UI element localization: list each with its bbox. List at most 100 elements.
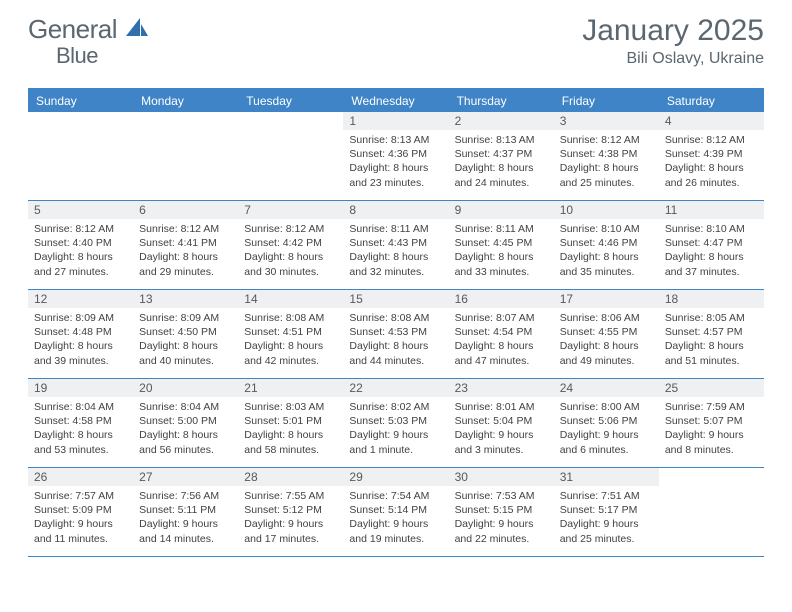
day-number: 27	[133, 468, 238, 486]
day-number: 30	[449, 468, 554, 486]
day-number: 22	[343, 379, 448, 397]
day-details: Sunrise: 8:08 AMSunset: 4:53 PMDaylight:…	[343, 308, 448, 372]
day-number: 29	[343, 468, 448, 486]
day-details: Sunrise: 7:53 AMSunset: 5:15 PMDaylight:…	[449, 486, 554, 550]
header: General Blue January 2025 Bili Oslavy, U…	[0, 0, 792, 80]
day-cell: 20Sunrise: 8:04 AMSunset: 5:00 PMDayligh…	[133, 379, 238, 467]
day-cell: 16Sunrise: 8:07 AMSunset: 4:54 PMDayligh…	[449, 290, 554, 378]
empty-cell	[659, 468, 764, 556]
day-cell: 30Sunrise: 7:53 AMSunset: 5:15 PMDayligh…	[449, 468, 554, 556]
day-number: 18	[659, 290, 764, 308]
day-cell: 9Sunrise: 8:11 AMSunset: 4:45 PMDaylight…	[449, 201, 554, 289]
day-cell: 1Sunrise: 8:13 AMSunset: 4:36 PMDaylight…	[343, 112, 448, 200]
day-number: 21	[238, 379, 343, 397]
day-details: Sunrise: 8:04 AMSunset: 5:00 PMDaylight:…	[133, 397, 238, 461]
day-cell: 23Sunrise: 8:01 AMSunset: 5:04 PMDayligh…	[449, 379, 554, 467]
day-details: Sunrise: 8:12 AMSunset: 4:42 PMDaylight:…	[238, 219, 343, 283]
day-number: 11	[659, 201, 764, 219]
day-number: 4	[659, 112, 764, 130]
day-number: 1	[343, 112, 448, 130]
day-details: Sunrise: 8:11 AMSunset: 4:45 PMDaylight:…	[449, 219, 554, 283]
day-cell: 26Sunrise: 7:57 AMSunset: 5:09 PMDayligh…	[28, 468, 133, 556]
day-details: Sunrise: 8:02 AMSunset: 5:03 PMDaylight:…	[343, 397, 448, 461]
day-details: Sunrise: 8:07 AMSunset: 4:54 PMDaylight:…	[449, 308, 554, 372]
day-number: 9	[449, 201, 554, 219]
day-cell: 15Sunrise: 8:08 AMSunset: 4:53 PMDayligh…	[343, 290, 448, 378]
day-details: Sunrise: 8:09 AMSunset: 4:50 PMDaylight:…	[133, 308, 238, 372]
page-title: January 2025	[582, 14, 764, 48]
weekday-col-3: Wednesday	[343, 90, 448, 112]
day-cell: 4Sunrise: 8:12 AMSunset: 4:39 PMDaylight…	[659, 112, 764, 200]
weekday-header: SundayMondayTuesdayWednesdayThursdayFrid…	[28, 90, 764, 112]
day-details: Sunrise: 8:13 AMSunset: 4:36 PMDaylight:…	[343, 130, 448, 194]
day-details: Sunrise: 8:12 AMSunset: 4:39 PMDaylight:…	[659, 130, 764, 194]
logo: General Blue	[28, 14, 148, 76]
location-label: Bili Oslavy, Ukraine	[582, 50, 764, 68]
day-details: Sunrise: 8:11 AMSunset: 4:43 PMDaylight:…	[343, 219, 448, 283]
empty-cell	[133, 112, 238, 200]
weekday-col-0: Sunday	[28, 90, 133, 112]
day-cell: 5Sunrise: 8:12 AMSunset: 4:40 PMDaylight…	[28, 201, 133, 289]
day-number: 15	[343, 290, 448, 308]
day-details: Sunrise: 7:57 AMSunset: 5:09 PMDaylight:…	[28, 486, 133, 550]
day-details: Sunrise: 8:10 AMSunset: 4:46 PMDaylight:…	[554, 219, 659, 283]
day-cell: 28Sunrise: 7:55 AMSunset: 5:12 PMDayligh…	[238, 468, 343, 556]
day-details: Sunrise: 8:06 AMSunset: 4:55 PMDaylight:…	[554, 308, 659, 372]
day-details: Sunrise: 8:09 AMSunset: 4:48 PMDaylight:…	[28, 308, 133, 372]
sail-icon	[126, 14, 148, 45]
day-details: Sunrise: 8:12 AMSunset: 4:38 PMDaylight:…	[554, 130, 659, 194]
week-row: 1Sunrise: 8:13 AMSunset: 4:36 PMDaylight…	[28, 112, 764, 201]
day-cell: 21Sunrise: 8:03 AMSunset: 5:01 PMDayligh…	[238, 379, 343, 467]
day-details: Sunrise: 8:04 AMSunset: 4:58 PMDaylight:…	[28, 397, 133, 461]
week-row: 12Sunrise: 8:09 AMSunset: 4:48 PMDayligh…	[28, 290, 764, 379]
day-cell: 29Sunrise: 7:54 AMSunset: 5:14 PMDayligh…	[343, 468, 448, 556]
day-details: Sunrise: 8:03 AMSunset: 5:01 PMDaylight:…	[238, 397, 343, 461]
day-cell: 7Sunrise: 8:12 AMSunset: 4:42 PMDaylight…	[238, 201, 343, 289]
day-number: 2	[449, 112, 554, 130]
day-cell: 12Sunrise: 8:09 AMSunset: 4:48 PMDayligh…	[28, 290, 133, 378]
logo-word-2: Blue	[56, 43, 98, 68]
week-row: 5Sunrise: 8:12 AMSunset: 4:40 PMDaylight…	[28, 201, 764, 290]
day-number: 7	[238, 201, 343, 219]
day-cell: 24Sunrise: 8:00 AMSunset: 5:06 PMDayligh…	[554, 379, 659, 467]
logo-word-1: General	[28, 14, 117, 44]
weekday-col-2: Tuesday	[238, 90, 343, 112]
week-row: 19Sunrise: 8:04 AMSunset: 4:58 PMDayligh…	[28, 379, 764, 468]
weekday-col-6: Saturday	[659, 90, 764, 112]
day-details: Sunrise: 8:12 AMSunset: 4:40 PMDaylight:…	[28, 219, 133, 283]
day-number: 10	[554, 201, 659, 219]
day-cell: 25Sunrise: 7:59 AMSunset: 5:07 PMDayligh…	[659, 379, 764, 467]
day-cell: 6Sunrise: 8:12 AMSunset: 4:41 PMDaylight…	[133, 201, 238, 289]
day-details: Sunrise: 8:05 AMSunset: 4:57 PMDaylight:…	[659, 308, 764, 372]
empty-cell	[28, 112, 133, 200]
day-number: 31	[554, 468, 659, 486]
day-cell: 3Sunrise: 8:12 AMSunset: 4:38 PMDaylight…	[554, 112, 659, 200]
day-details: Sunrise: 7:51 AMSunset: 5:17 PMDaylight:…	[554, 486, 659, 550]
day-number: 28	[238, 468, 343, 486]
day-number: 17	[554, 290, 659, 308]
day-cell: 18Sunrise: 8:05 AMSunset: 4:57 PMDayligh…	[659, 290, 764, 378]
week-row: 26Sunrise: 7:57 AMSunset: 5:09 PMDayligh…	[28, 468, 764, 557]
day-details: Sunrise: 8:12 AMSunset: 4:41 PMDaylight:…	[133, 219, 238, 283]
day-number: 23	[449, 379, 554, 397]
day-number: 12	[28, 290, 133, 308]
day-cell: 17Sunrise: 8:06 AMSunset: 4:55 PMDayligh…	[554, 290, 659, 378]
day-number: 6	[133, 201, 238, 219]
weekday-col-4: Thursday	[449, 90, 554, 112]
day-details: Sunrise: 7:59 AMSunset: 5:07 PMDaylight:…	[659, 397, 764, 461]
day-cell: 11Sunrise: 8:10 AMSunset: 4:47 PMDayligh…	[659, 201, 764, 289]
day-number: 26	[28, 468, 133, 486]
day-details: Sunrise: 7:56 AMSunset: 5:11 PMDaylight:…	[133, 486, 238, 550]
empty-cell	[238, 112, 343, 200]
logo-text: General Blue	[28, 14, 148, 76]
day-details: Sunrise: 8:10 AMSunset: 4:47 PMDaylight:…	[659, 219, 764, 283]
day-cell: 2Sunrise: 8:13 AMSunset: 4:37 PMDaylight…	[449, 112, 554, 200]
day-details: Sunrise: 8:13 AMSunset: 4:37 PMDaylight:…	[449, 130, 554, 194]
day-cell: 31Sunrise: 7:51 AMSunset: 5:17 PMDayligh…	[554, 468, 659, 556]
day-number: 20	[133, 379, 238, 397]
title-block: January 2025 Bili Oslavy, Ukraine	[582, 14, 764, 68]
day-cell: 27Sunrise: 7:56 AMSunset: 5:11 PMDayligh…	[133, 468, 238, 556]
day-number: 8	[343, 201, 448, 219]
calendar: SundayMondayTuesdayWednesdayThursdayFrid…	[28, 88, 764, 557]
day-cell: 8Sunrise: 8:11 AMSunset: 4:43 PMDaylight…	[343, 201, 448, 289]
